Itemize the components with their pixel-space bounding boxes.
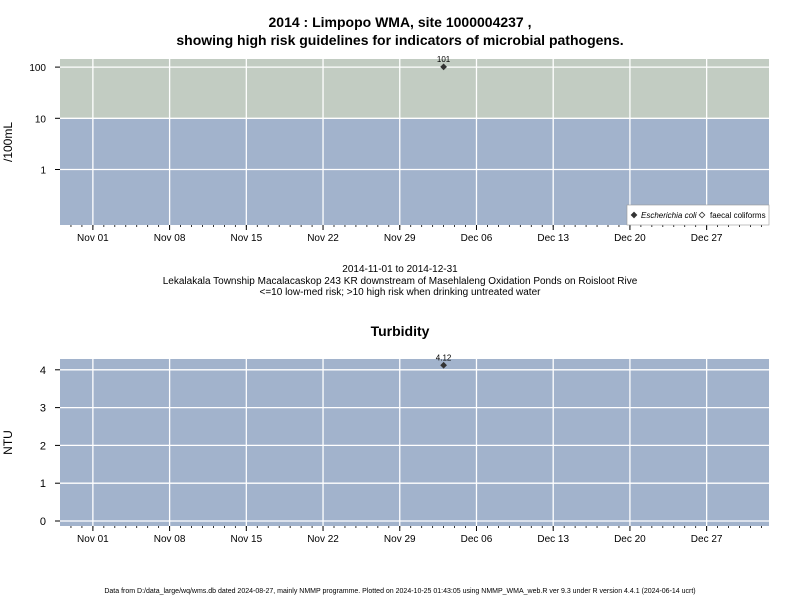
turbidity-plot-panel: 0 1 2 3 4 Nov 01 Nov 08 Nov 15 Nov 22 Nov 29 Dec 0… bbox=[1, 353, 769, 545]
turbidity-data-point bbox=[440, 361, 447, 369]
turbidity-y-tick-label: 0 bbox=[40, 516, 46, 528]
ecoli-plot-panel: 1 10 100 Nov 01 Nov 08 Nov 15 Nov 22 Nov 29 Dec … bbox=[1, 55, 770, 244]
turbidity-data-label: 4.12 bbox=[436, 353, 452, 362]
turbidity-x-tick-label: Nov 29 bbox=[384, 534, 416, 545]
ecoli-y-tick-label: 1 bbox=[40, 166, 46, 177]
turbidity-x-tick-label: Nov 22 bbox=[307, 534, 339, 545]
ecoli-legend-box bbox=[626, 204, 770, 226]
chart1-title-line2: showing high risk guidelines for indicat… bbox=[176, 32, 624, 48]
turbidity-y-tick-label: 4 bbox=[40, 365, 46, 377]
ecoli-data-point bbox=[440, 63, 447, 71]
date-range-caption: 2014-11-01 to 2014-12-31 bbox=[342, 264, 458, 275]
ecoli-x-tick-label: Nov 22 bbox=[307, 233, 339, 244]
ecoli-x-tick-label: Dec 27 bbox=[691, 233, 723, 244]
site-description-caption: Lekalakala Township Macalacaskop 243 KR … bbox=[162, 276, 638, 287]
turbidity-y-tick-label: 3 bbox=[40, 403, 46, 415]
footer-note: Data from D:/data_large/wq/wms.db dated … bbox=[104, 588, 696, 595]
ecoli-x-tick-label: Dec 20 bbox=[614, 233, 646, 244]
turbidity-x-tick-label: Nov 01 bbox=[77, 534, 109, 545]
legend-faecal-marker bbox=[698, 211, 706, 219]
turbidity-y-axis-label: NTU bbox=[1, 430, 15, 455]
turbidity-x-tick-label: Dec 27 bbox=[691, 534, 723, 545]
ecoli-x-tick-label: Dec 13 bbox=[537, 233, 569, 244]
ecoli-y-tick-label: 100 bbox=[29, 63, 46, 74]
turbidity-x-tick-label: Dec 20 bbox=[614, 534, 646, 545]
chart1-title-line1: 2014 : Limpopo WMA, site 1000004237 , bbox=[268, 14, 532, 30]
turbidity-panel-background bbox=[60, 359, 769, 526]
high-risk-zone bbox=[60, 59, 769, 119]
risk-note-caption: <=10 low-med risk; >10 high risk when dr… bbox=[259, 287, 541, 298]
turbidity-y-tick-label: 2 bbox=[40, 440, 46, 452]
legend-ecoli-marker bbox=[630, 211, 638, 219]
turbidity-x-tick-label: Nov 08 bbox=[154, 534, 186, 545]
ecoli-x-tick-label: Dec 06 bbox=[461, 233, 493, 244]
legend-ecoli-label: Escherichia coli bbox=[641, 211, 697, 220]
turbidity-x-tick-label: Nov 15 bbox=[230, 534, 262, 545]
ecoli-x-tick-label: Nov 15 bbox=[230, 233, 262, 244]
ecoli-x-tick-label: Nov 29 bbox=[384, 233, 416, 244]
legend-faecal-label: faecal coliforms bbox=[710, 211, 766, 220]
ecoli-y-axis-label: /100mL bbox=[1, 122, 15, 162]
turbidity-x-tick-label: Dec 06 bbox=[461, 534, 493, 545]
ecoli-x-tick-label: Nov 08 bbox=[154, 233, 186, 244]
turbidity-y-tick-label: 1 bbox=[40, 478, 46, 490]
ecoli-data-label: 101 bbox=[437, 55, 451, 64]
turbidity-x-tick-label: Dec 13 bbox=[537, 534, 569, 545]
ecoli-x-tick-label: Nov 01 bbox=[77, 233, 109, 244]
ecoli-y-tick-label: 10 bbox=[35, 114, 47, 125]
turbidity-title: Turbidity bbox=[370, 323, 430, 339]
